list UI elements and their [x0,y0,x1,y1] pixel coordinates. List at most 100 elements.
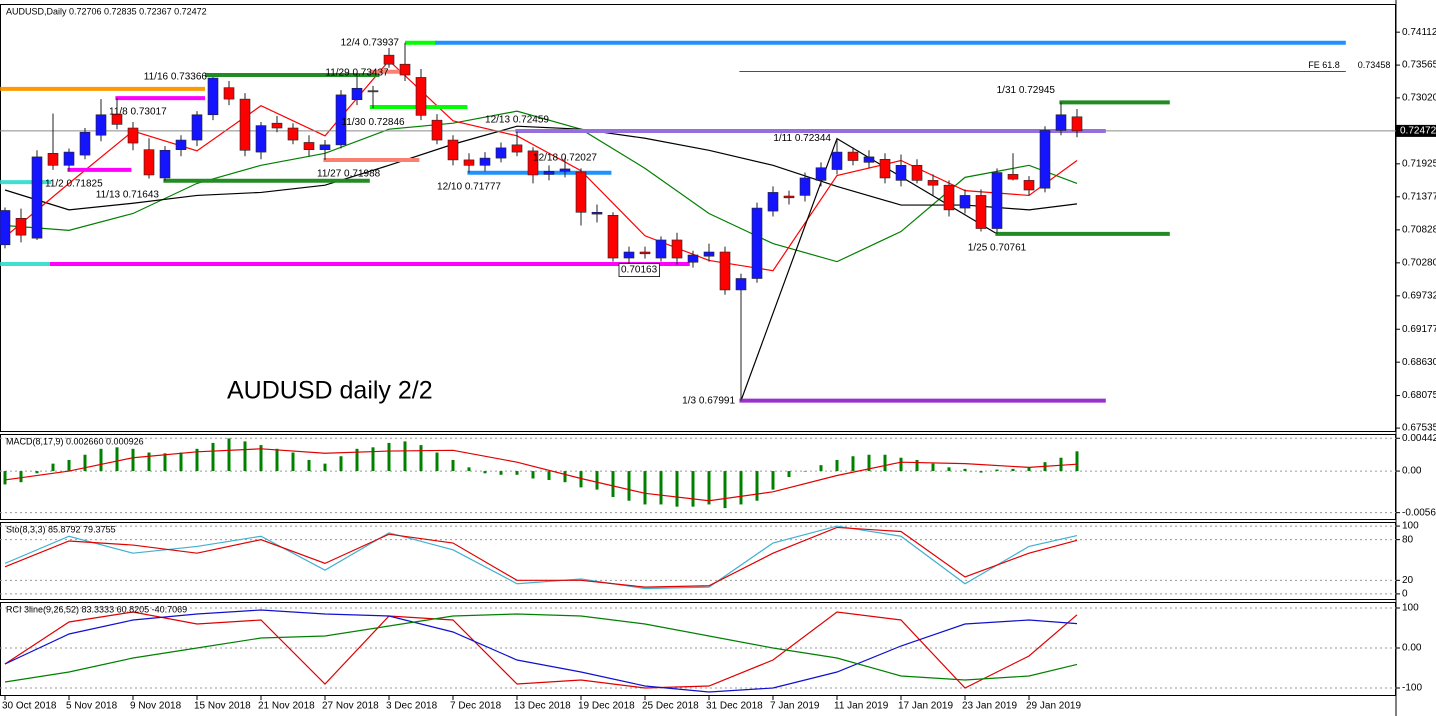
histogram-bar [339,456,343,472]
level-value: 0.73458 [1358,60,1391,70]
y-tick-label: 20 [1402,575,1414,586]
candle-body [255,125,267,153]
candle-body [1055,114,1067,131]
x-tick-label: 27 Nov 2018 [322,701,379,712]
x-tick-label: 13 Dec 2018 [514,701,571,712]
x-tick-label: 29 Jan 2019 [1026,701,1081,712]
annotation: 1/25 0.70761 [968,243,1027,254]
histogram-bar [707,471,711,505]
indicator-line [4,59,1078,272]
annotation: 11/2 0.71825 [45,178,103,189]
indicator-line [4,611,1078,689]
annotation: 1/11 0.72344 [773,133,831,144]
candle-body [1023,180,1035,191]
candle-body [159,149,171,179]
candle-body [399,63,411,76]
histogram-bar [467,467,471,472]
indicator-line [4,448,1078,502]
indicator-line [4,525,1078,590]
candle-body [751,207,763,279]
candle-body [63,151,75,166]
y-tick-label: 0.00 [1402,466,1422,477]
histogram-bar [483,471,487,474]
histogram-bar [755,471,759,501]
histogram-bar [995,469,999,472]
last-price-tag [1396,124,1436,137]
last-price-label: 0.72472 [1400,126,1436,137]
histogram-bar [867,454,871,472]
histogram-bar [579,471,583,488]
histogram-bar [35,471,39,474]
x-tick-label: 5 Nov 2018 [66,701,118,712]
y-tick-label: 0.69732 [1402,290,1436,301]
histogram-bar [115,447,119,472]
histogram-bar [723,471,727,509]
histogram-bar [3,471,7,485]
panel-title: Sto(8,3,3) 85.8792 79.3755 [6,524,116,534]
candle-body [191,114,203,141]
candle-body [511,144,523,153]
candle-body [943,184,955,211]
candle-body [671,239,683,259]
histogram-bar [275,448,279,472]
histogram-bar [179,452,183,472]
histogram-bar [915,459,919,472]
candle-body [367,90,379,93]
histogram-bar [947,467,951,472]
histogram-bar [611,471,615,498]
histogram-bar [451,459,455,472]
candle-body [351,87,363,101]
indicator-line [4,110,1078,263]
candle-body [895,165,907,181]
candle-body [591,211,603,215]
x-tick-label: 17 Jan 2019 [898,701,953,712]
candle-body [383,54,395,65]
annotation: 12/10 0.71777 [437,181,501,192]
candle-body [687,254,699,263]
y-tick-label: 0.74112 [1402,27,1436,38]
histogram-bar [243,441,247,472]
histogram-bar [259,445,263,472]
candle-body [527,150,539,176]
annotation: 0.70163 [621,265,658,276]
y-tick-label: 0.73565 [1402,60,1436,71]
candle-body [207,77,219,116]
histogram-bar [659,471,663,505]
y-tick-label: 0.68075 [1402,390,1436,401]
candle-body [655,239,667,259]
histogram-bar [643,471,647,505]
histogram-bar [435,452,439,472]
annotation: 11/30 0.72846 [341,117,405,128]
histogram-bar [787,471,791,477]
candle-body [495,147,507,159]
candle-body [623,251,635,259]
candle-body [127,127,139,144]
candle-body [287,127,299,141]
histogram-bar [195,448,199,472]
histogram-bar [227,438,231,472]
candle-body [319,144,331,150]
candle-body [767,192,779,212]
candle-body [175,139,187,150]
watermark: AUDUSD daily 2/2 [227,377,433,405]
candle-body [47,152,59,166]
histogram-bar [739,471,743,505]
candle-body [223,87,235,100]
y-tick-label: -0.005611 [1402,507,1436,518]
y-tick-label: 80 [1402,534,1414,545]
candle-body [463,159,475,166]
y-tick-label: 0.71377 [1402,191,1436,202]
annotation: 12/13 0.72459 [485,114,549,125]
indicator-line [4,125,1078,211]
histogram-bar [851,456,855,472]
candle-body [415,77,427,116]
y-tick-label: 0.70828 [1402,224,1436,235]
histogram-bar [627,471,631,501]
x-tick-label: 31 Dec 2018 [706,701,763,712]
histogram-bar [547,471,551,480]
candle-body [879,159,891,179]
histogram-bar [291,452,295,472]
histogram-bar [1027,467,1031,472]
